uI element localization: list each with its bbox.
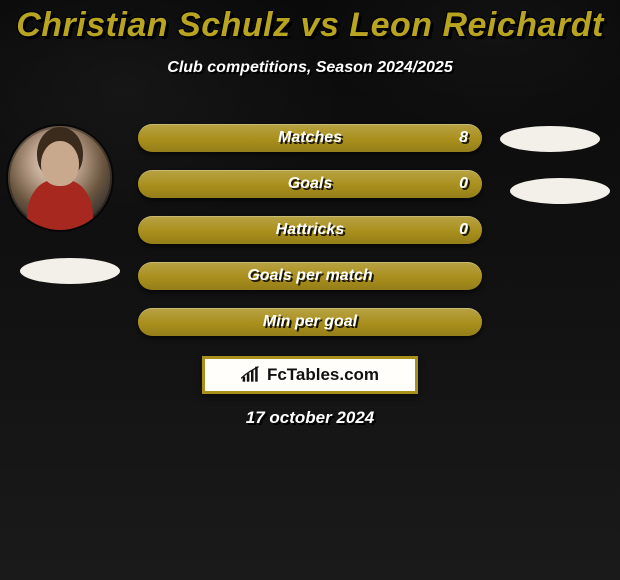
chart-icon xyxy=(241,366,261,384)
player-silhouette-left xyxy=(20,258,120,284)
stat-value: 0 xyxy=(459,175,468,193)
stat-bar-mpg: Min per goal xyxy=(138,308,482,336)
subtitle: Club competitions, Season 2024/2025 xyxy=(0,59,620,77)
stat-bar-hattricks: Hattricks 0 xyxy=(138,216,482,244)
stat-bar-gpm: Goals per match xyxy=(138,262,482,290)
stat-label: Goals per match xyxy=(247,267,372,285)
stat-label: Hattricks xyxy=(276,221,344,239)
player-silhouette-right-2 xyxy=(510,178,610,204)
player-silhouette-right-1 xyxy=(500,126,600,152)
stat-value: 0 xyxy=(459,221,468,239)
stat-label: Min per goal xyxy=(263,313,357,331)
stat-bars: Matches 8 Goals 0 Hattricks 0 Goals per … xyxy=(138,124,482,354)
infographic-root: Christian Schulz vs Leon Reichardt Club … xyxy=(0,0,620,580)
logo-text: FcTables.com xyxy=(267,365,379,385)
logo-box: FcTables.com xyxy=(202,356,418,394)
stat-value: 8 xyxy=(459,129,468,147)
stat-label: Matches xyxy=(278,129,342,147)
stat-label: Goals xyxy=(288,175,332,193)
date-label: 17 october 2024 xyxy=(0,408,620,428)
page-title: Christian Schulz vs Leon Reichardt xyxy=(0,0,620,45)
stat-bar-matches: Matches 8 xyxy=(138,124,482,152)
player-avatar-left xyxy=(8,126,112,230)
stat-bar-goals: Goals 0 xyxy=(138,170,482,198)
